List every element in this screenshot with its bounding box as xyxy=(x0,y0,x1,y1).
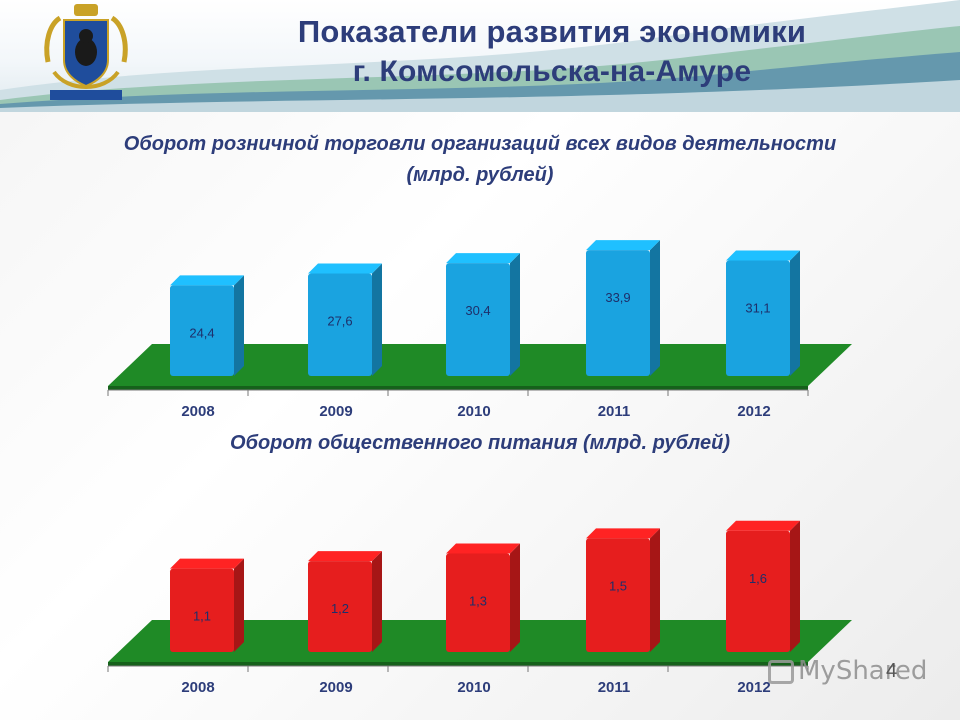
bar-side xyxy=(234,558,244,652)
bar-top xyxy=(170,275,244,286)
tick-label: 2008 xyxy=(181,403,214,420)
data-label: 33,9 xyxy=(605,290,630,305)
bar-front xyxy=(308,561,372,652)
tick-label: 2011 xyxy=(598,679,631,696)
tick-label: 2012 xyxy=(737,403,770,420)
bar-side xyxy=(510,543,520,652)
bar-front xyxy=(726,260,790,376)
bar-2010 xyxy=(446,543,520,652)
bar-2012 xyxy=(726,520,800,652)
bar-front xyxy=(446,553,510,652)
watermark-icon xyxy=(768,659,794,684)
header-wave-decoration xyxy=(0,0,960,112)
chart-floor-edge xyxy=(108,662,808,666)
page-number: 4 xyxy=(886,660,898,682)
bar-top xyxy=(308,263,382,274)
bar-side xyxy=(510,253,520,376)
bar-2010 xyxy=(446,253,520,376)
bar-2011 xyxy=(586,240,660,376)
data-label: 24,4 xyxy=(189,325,214,340)
bar-side xyxy=(790,520,800,652)
data-label: 1,3 xyxy=(469,594,487,609)
bar-side xyxy=(790,250,800,376)
bar-front xyxy=(446,263,510,376)
bar-top xyxy=(726,250,800,261)
data-label: 1,2 xyxy=(331,601,349,616)
chart1-subtitle: (млрд. рублей) xyxy=(406,164,554,186)
bar-2009 xyxy=(308,551,382,652)
bar-top xyxy=(308,551,382,562)
tick-label: 2010 xyxy=(457,403,490,420)
tick-label: 2009 xyxy=(319,679,352,696)
bar-side xyxy=(650,528,660,652)
bar-2008 xyxy=(170,275,244,376)
bar-top xyxy=(446,543,520,554)
tick-label: 2009 xyxy=(319,403,352,420)
chart1-title: Оборот розничной торговли организаций вс… xyxy=(123,133,837,155)
data-label: 27,6 xyxy=(327,313,352,328)
bar-top xyxy=(726,520,800,531)
retail-turnover-chart: 24,4 2008 27,6 2009 30,4 2010 33,9 2011 31,1 2012 xyxy=(107,240,852,420)
watermark: MyShared xyxy=(768,656,927,692)
bar-side xyxy=(234,275,244,376)
tick-label: 2010 xyxy=(457,679,490,696)
data-label: 1,5 xyxy=(609,578,627,593)
bar-top xyxy=(170,558,244,569)
data-label: 31,1 xyxy=(745,300,770,315)
bar-front xyxy=(726,530,790,652)
chart-floor-edge xyxy=(108,386,808,390)
data-label: 30,4 xyxy=(465,303,490,318)
chart2-title: Оборот общественного питания (млрд. рубл… xyxy=(230,432,730,454)
data-label: 1,6 xyxy=(749,571,767,586)
bar-side xyxy=(650,240,660,376)
bar-front xyxy=(308,273,372,376)
slide-header: Показатели развития экономики г. Комсомо… xyxy=(0,0,960,112)
tick-label: 2012 xyxy=(737,679,770,696)
data-label: 1,1 xyxy=(193,609,211,624)
bar-front xyxy=(170,568,234,652)
tick-label: 2008 xyxy=(181,679,214,696)
bar-2009 xyxy=(308,263,382,376)
bar-side xyxy=(372,551,382,652)
catering-turnover-chart: 1,1 2008 1,2 2009 1,3 2010 1,5 2011 1,6 2012 xyxy=(107,520,852,696)
watermark-text: MyShared xyxy=(798,656,928,686)
bar-2008 xyxy=(170,558,244,652)
tick-label: 2011 xyxy=(598,403,631,420)
bar-side xyxy=(372,263,382,376)
page-title-line-2: г. Комсомольска-на-Амуре xyxy=(352,55,752,88)
bar-2012 xyxy=(726,250,800,376)
bar-top xyxy=(586,240,660,251)
bar-front xyxy=(586,250,650,376)
coat-of-arms-emblem xyxy=(44,4,128,100)
bar-front xyxy=(170,285,234,376)
bar-front xyxy=(586,538,650,652)
bar-top xyxy=(446,253,520,264)
bar-2011 xyxy=(586,528,660,652)
page-title-line-1: Показатели развития экономики xyxy=(297,14,807,49)
bar-top xyxy=(586,528,660,539)
